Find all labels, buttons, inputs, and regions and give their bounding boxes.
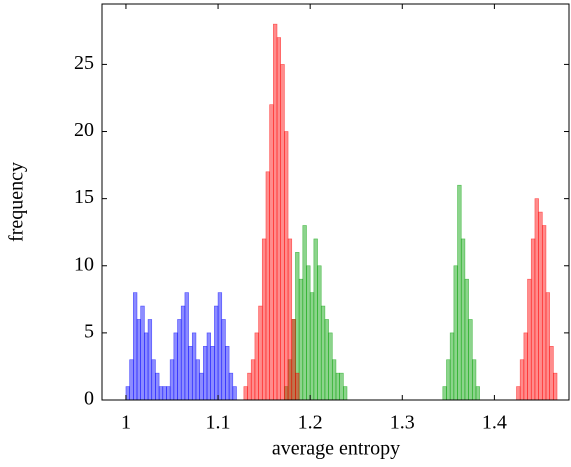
bar [258,305,263,401]
bar [446,359,451,401]
bar [331,359,337,401]
bar [320,305,326,401]
bar [243,386,248,401]
bar [553,372,558,401]
bar [158,386,164,401]
bar [140,305,145,401]
bar [460,238,466,401]
x-tick-label: 1 [121,412,131,434]
bar [309,292,315,401]
bar [527,278,532,401]
bar [191,332,197,401]
bar [173,332,178,401]
bar [250,359,256,401]
bar [144,332,149,401]
bar [295,372,300,401]
bar [166,386,171,401]
x-tick-label: 1.4 [482,412,507,434]
bar [133,292,138,401]
bar [339,372,344,401]
bar [324,319,329,401]
bar [203,346,208,401]
y-tick-label: 5 [84,320,94,342]
bar [457,184,462,401]
bar [302,225,307,401]
bar [343,386,348,401]
bar [214,305,219,401]
x-tick-label: 1.2 [298,412,323,434]
bar [247,372,252,401]
bar [151,359,156,401]
bar [516,386,521,401]
bar [180,305,186,401]
x-tick-label: 1.3 [390,412,415,434]
bar [280,64,285,401]
bar [328,332,333,401]
bar [225,346,230,401]
bar [541,225,547,401]
bar [291,319,296,401]
bar [199,372,204,401]
bar [298,278,304,401]
bar [471,359,477,401]
bar [184,292,189,401]
bar [468,319,473,401]
plot-frame [101,3,570,401]
bar [464,278,469,401]
bar [313,238,318,401]
y-axis-title: frequency [6,162,28,242]
bar [125,386,130,401]
bar [136,319,141,401]
bar [228,372,234,401]
bar [317,265,322,401]
bar [273,23,278,401]
bar [523,332,528,401]
bar [265,171,270,401]
x-tick-label: 1.1 [206,412,231,434]
bar [287,238,293,401]
bar [217,292,223,401]
bar [177,319,182,401]
bar [206,332,211,401]
bar [169,359,175,401]
bar [162,386,167,401]
bar [453,265,458,401]
bar [261,238,267,401]
bar [276,37,281,401]
bar [195,359,200,401]
bar [534,198,539,401]
bar [284,131,289,401]
bar [538,211,543,401]
bar [254,332,259,401]
bar [269,104,274,401]
bar [155,372,160,401]
bar [549,346,554,401]
bar [210,346,215,401]
bar [530,238,536,401]
bar [232,386,237,401]
y-tick-label: 20 [74,119,94,141]
bar [475,386,480,401]
bar [449,332,455,401]
bar [442,386,447,401]
bar [335,372,340,401]
bar [188,346,193,401]
y-tick-label: 15 [74,186,94,208]
y-tick-label: 0 [84,388,94,410]
bar [306,265,311,401]
y-tick-label: 10 [74,253,94,275]
bar [519,359,525,401]
bar [221,319,226,401]
bar [545,292,550,401]
bar [129,359,134,401]
x-axis-title: average entropy [272,438,400,460]
y-tick-label: 25 [74,52,94,74]
bar [147,319,153,401]
